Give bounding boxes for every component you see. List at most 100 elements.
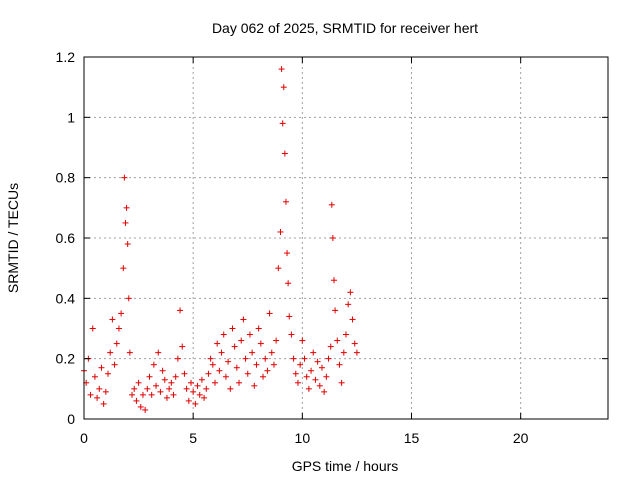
data-point xyxy=(336,361,343,368)
y-tick-label: 1 xyxy=(67,109,75,125)
data-point xyxy=(166,385,173,392)
data-point xyxy=(102,388,109,395)
data-point xyxy=(323,373,330,380)
data-point xyxy=(294,379,301,386)
data-point xyxy=(212,379,218,386)
data-point xyxy=(244,370,251,377)
data-point xyxy=(192,400,199,407)
data-point xyxy=(338,379,345,386)
data-point xyxy=(238,337,245,344)
data-point xyxy=(351,340,358,347)
x-tick-label: 20 xyxy=(513,430,529,446)
data-point xyxy=(172,373,179,380)
data-point xyxy=(229,325,236,332)
chart-title: Day 062 of 2025, SRMTID for receiver her… xyxy=(212,20,478,36)
data-point xyxy=(98,364,105,371)
data-point xyxy=(233,364,240,371)
data-point xyxy=(123,204,130,211)
x-tick-label: 0 xyxy=(80,430,88,446)
data-point xyxy=(330,277,337,284)
data-point xyxy=(203,385,210,392)
data-point xyxy=(340,349,347,356)
data-point xyxy=(122,219,129,226)
data-point xyxy=(146,373,153,380)
data-point xyxy=(131,385,138,392)
y-tick-label: 0.8 xyxy=(56,170,76,186)
data-point xyxy=(299,337,306,344)
data-point xyxy=(282,198,289,205)
data-point xyxy=(121,174,128,181)
data-point xyxy=(216,367,223,374)
data-point xyxy=(281,150,288,157)
data-point xyxy=(218,349,225,356)
data-point xyxy=(207,355,214,362)
grid xyxy=(84,57,608,419)
data-point xyxy=(253,361,260,368)
data-point xyxy=(205,370,212,377)
data-point xyxy=(334,337,341,344)
data-point xyxy=(278,66,285,73)
data-point xyxy=(194,382,201,389)
data-point xyxy=(209,361,216,368)
data-point xyxy=(126,349,133,356)
data-point xyxy=(129,391,136,398)
data-point xyxy=(142,406,149,413)
y-tick-label: 0 xyxy=(67,411,75,427)
data-point xyxy=(109,316,116,323)
y-tick-label: 0.4 xyxy=(56,290,76,306)
data-point xyxy=(201,394,208,401)
data-point xyxy=(332,307,339,314)
data-point xyxy=(133,397,140,404)
y-tick-label: 0.2 xyxy=(56,351,76,367)
data-point xyxy=(285,280,292,287)
data-point xyxy=(246,331,253,338)
data-point xyxy=(301,355,308,362)
data-point xyxy=(105,370,112,377)
x-tick-label: 15 xyxy=(404,430,420,446)
data-point xyxy=(314,358,321,365)
data-point xyxy=(94,394,101,401)
data-point xyxy=(220,331,227,338)
data-point xyxy=(198,376,205,383)
y-tick-label: 0.6 xyxy=(56,230,76,246)
data-point xyxy=(177,307,184,314)
data-point xyxy=(148,391,155,398)
data-point xyxy=(91,373,98,380)
data-point xyxy=(153,382,160,389)
data-point xyxy=(303,373,310,380)
data-point xyxy=(227,385,234,392)
data-point xyxy=(292,370,299,377)
x-tick-label: 5 xyxy=(189,430,197,446)
data-point xyxy=(196,391,203,398)
data-point xyxy=(225,358,232,365)
axis-ticks: 0 0.2 0.4 0.6 0.8 1 1.2 0 5 10 15 20 xyxy=(56,49,608,446)
data-point xyxy=(168,379,175,386)
plot-frame xyxy=(83,56,609,420)
data-point xyxy=(257,340,264,347)
data-point xyxy=(260,373,267,380)
data-point xyxy=(150,361,157,368)
data-point xyxy=(284,250,291,257)
data-point xyxy=(286,313,293,320)
data-point xyxy=(113,340,120,347)
data-point xyxy=(240,316,247,323)
data-point xyxy=(251,382,258,389)
data-point xyxy=(125,295,132,302)
data-point xyxy=(266,310,273,317)
data-point xyxy=(353,349,360,356)
data-point xyxy=(107,349,114,356)
y-axis-label: SRMTID / TECUs xyxy=(5,183,21,293)
data-point xyxy=(349,316,356,323)
data-point xyxy=(161,376,168,383)
data-point xyxy=(297,361,304,368)
data-point xyxy=(308,367,315,374)
data-point xyxy=(111,361,118,368)
data-point xyxy=(321,388,328,395)
data-point xyxy=(273,337,280,344)
data-point xyxy=(255,325,262,332)
data-point xyxy=(277,228,284,235)
data-point xyxy=(270,361,277,368)
data-point xyxy=(328,201,335,208)
data-point xyxy=(316,382,323,389)
